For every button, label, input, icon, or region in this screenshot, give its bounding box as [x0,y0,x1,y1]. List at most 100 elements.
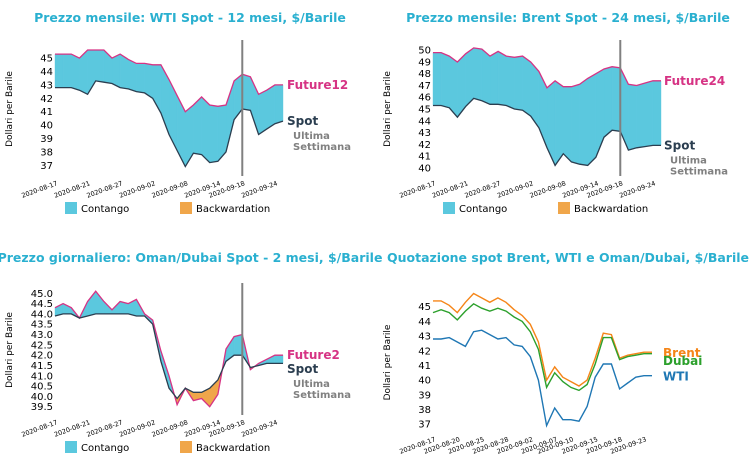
spread-fill [473,47,483,102]
legend-label: Backwardation [196,443,270,454]
spread-fill [571,84,580,165]
legend-label: Contango [81,204,129,215]
y-tick-label: 41 [40,107,53,118]
x-tick-label: 2020-09-24 [618,179,656,199]
x-tick-label: 2020-09-24 [240,418,278,438]
y-tick-label: 43 [418,332,431,343]
legend-swatch [558,202,570,214]
spread-fill [242,73,251,111]
y-tick-label: 40 [40,121,53,132]
y-tick-label: 45 [418,302,431,313]
series-end-label-dubai: Dubai [663,354,702,368]
legend-label: Backwardation [574,204,648,215]
y-tick-label: 48 [418,69,431,80]
spread-fill [481,48,491,105]
future-line [55,49,283,113]
x-tick-label: 2020-08-27 [464,179,502,199]
spread-fill [136,63,145,94]
spread-fill [62,53,72,88]
series-line-wti [433,329,652,428]
y-tick-label: 44 [418,116,431,127]
y-tick-label: 43 [418,128,431,139]
spread-fill [546,80,556,166]
x-tick-label: 2020-08-21 [431,179,469,199]
spot-end-label: Spot [287,362,318,376]
x-tick-label: 2020-09-02 [496,179,534,199]
legend-label: Contango [81,443,129,454]
future-line [433,47,661,89]
y-tick-label: 40 [418,163,431,174]
x-tick-label: 2020-08-27 [86,179,124,199]
spread-fill [193,96,202,155]
y-tick-label: 44.0 [31,309,53,320]
legend-swatch [180,441,192,453]
spread-fill [595,68,605,158]
series-line-dubai [432,302,652,392]
spread-fill [54,53,64,88]
y-tick-label: 42 [40,94,53,105]
chart-title: Quotazione spot Brent, WTI e Oman/Dubai,… [387,250,749,265]
y-tick-label: 39 [418,390,431,401]
x-tick-label: 2020-09-08 [151,418,189,438]
spread-fill [465,47,474,108]
chart-title: Prezzo mensile: Brent Spot - 24 mesi, $/… [406,10,730,25]
spread-fill [111,53,121,88]
spread-fill [652,80,662,146]
legend: Contango Backwardation [65,441,270,454]
chart-title: Prezzo mensile: WTI Spot - 12 mesi, $/Ba… [34,10,346,25]
x-tick-label: 2020-09-02 [118,179,156,199]
legend-swatch [65,202,77,214]
last-week-label: Settimana [670,166,728,177]
spread-fill [603,66,613,138]
y-tick-label: 43.0 [31,330,53,341]
y-tick-label: 43.5 [31,320,53,331]
y-tick-label: 44.5 [31,299,53,310]
y-axis-label: Dollari per Barile [383,324,393,400]
last-week-label: Settimana [293,390,351,401]
series-end-label-wti: WTI [663,370,689,384]
spread-fill [432,52,442,106]
spread-fill [233,334,243,356]
x-tick-label: 2020-09-02 [118,418,156,438]
spread-fill [497,51,507,106]
spot-line [54,313,283,400]
y-tick-label: 40.5 [31,382,53,393]
legend: Contango Backwardation [443,202,648,215]
y-tick-label: 41 [418,152,431,163]
spread-fill [489,51,499,105]
legend-swatch [180,202,192,214]
spread-fill [201,96,210,164]
x-tick-label: 2020-09-24 [240,179,278,199]
spread-fill [95,290,105,315]
last-week-label: Ultima [670,155,707,166]
y-tick-label: 46 [418,93,431,104]
x-tick-label: 2020-08-17 [20,418,58,438]
series-line-brent [433,292,652,387]
x-tick-label: 2020-09-08 [151,179,189,199]
y-tick-label: 42.5 [31,340,53,351]
spread-fill [233,73,243,121]
spread-fill [209,104,219,163]
spot-end-label: Spot [287,114,318,128]
spread-fill [587,73,597,166]
y-tick-label: 42 [418,346,431,357]
spread-fill [636,82,645,149]
x-tick-label: 2020-08-27 [86,418,124,438]
legend-label: Contango [459,204,507,215]
chart-2: Prezzo mensile: Brent Spot - 24 mesi, $/… [383,10,730,215]
y-tick-label: 43 [40,80,53,91]
legend-swatch [65,441,77,453]
last-week-label: Ultima [293,379,330,390]
chart-title: Prezzo giornaliero: Oman/Dubai Spot - 2 … [0,250,382,265]
y-tick-label: 41.5 [31,361,53,372]
spread-fill [274,354,284,364]
spread-fill [128,59,137,92]
spread-fill [274,84,284,125]
spread-fill [563,86,572,163]
y-tick-label: 37 [40,161,53,172]
y-tick-label: 45 [418,105,431,116]
spot-line [55,80,284,168]
y-tick-label: 44 [418,317,431,328]
y-axis-label: Dollari per Barile [5,71,15,147]
x-tick-label: 2020-08-17 [398,179,436,199]
